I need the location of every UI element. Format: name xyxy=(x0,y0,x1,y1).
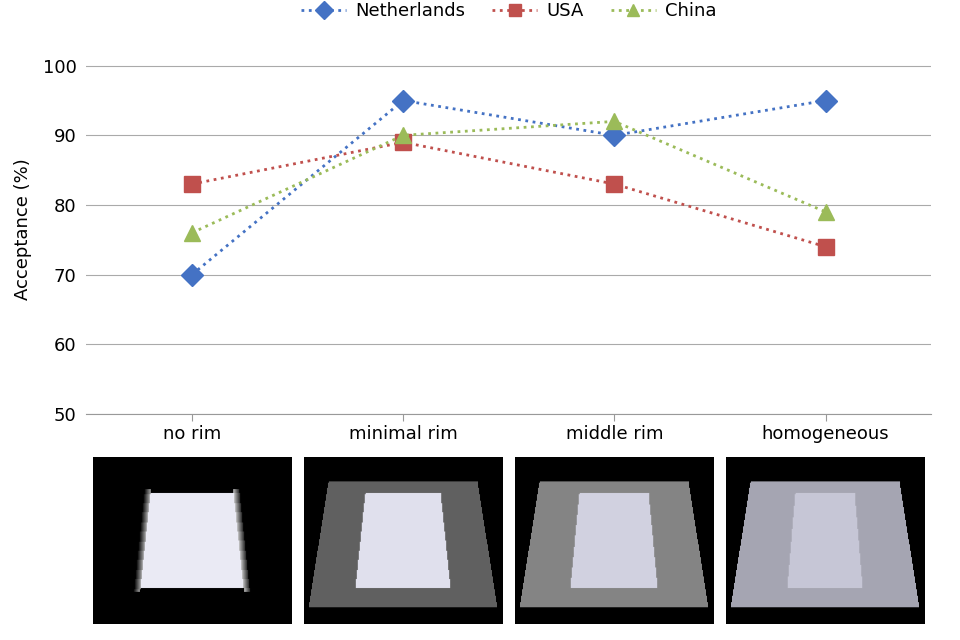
Text: minimal rim: minimal rim xyxy=(348,425,458,443)
Text: homogeneous: homogeneous xyxy=(762,425,889,443)
Legend: Netherlands, USA, China: Netherlands, USA, China xyxy=(294,0,724,28)
Text: middle rim: middle rim xyxy=(565,425,663,443)
Y-axis label: Acceptance (%): Acceptance (%) xyxy=(13,159,32,300)
Text: no rim: no rim xyxy=(163,425,221,443)
